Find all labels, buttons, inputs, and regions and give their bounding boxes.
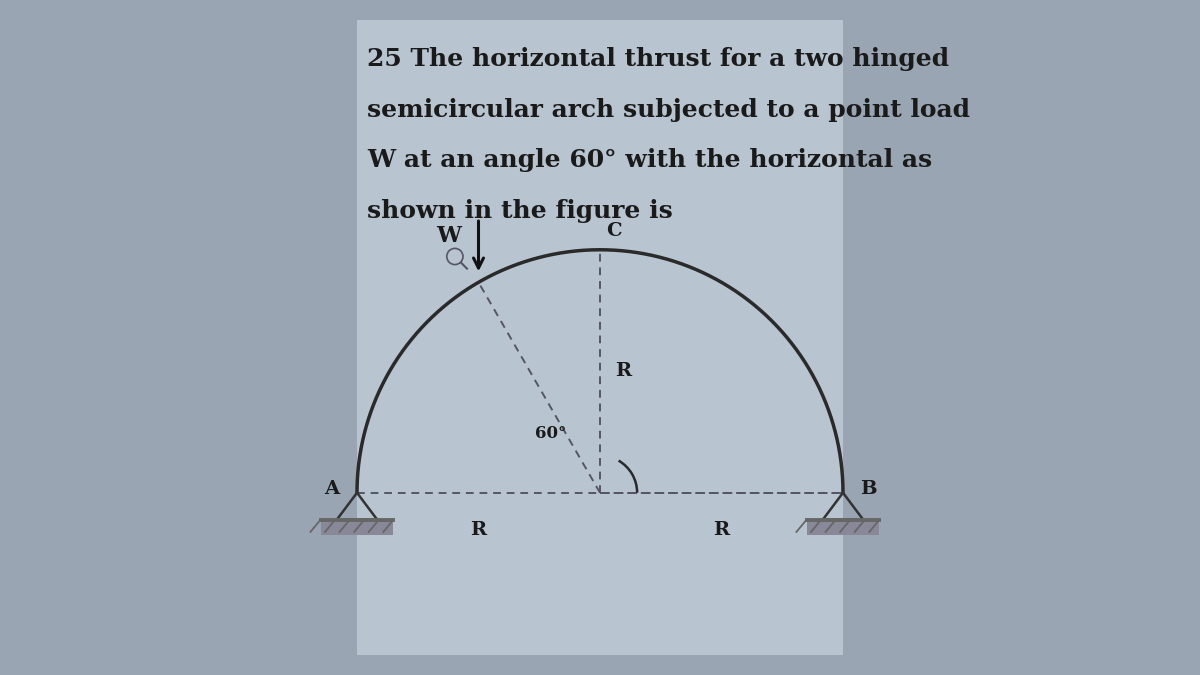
Text: B: B <box>860 481 877 498</box>
Text: R: R <box>614 362 631 380</box>
Text: W at an angle 60° with the horizontal as: W at an angle 60° with the horizontal as <box>367 148 932 173</box>
Text: W: W <box>436 225 461 247</box>
Text: 25 The horizontal thrust for a two hinged: 25 The horizontal thrust for a two hinge… <box>367 47 949 72</box>
Text: R: R <box>470 521 486 539</box>
Bar <box>320 520 394 535</box>
Text: R: R <box>714 521 730 539</box>
Text: semicircular arch subjected to a point load: semicircular arch subjected to a point l… <box>367 98 970 122</box>
Text: 60°: 60° <box>535 425 566 442</box>
Bar <box>358 20 842 655</box>
Bar <box>806 520 880 535</box>
Text: shown in the figure is: shown in the figure is <box>367 199 673 223</box>
Text: A: A <box>324 481 338 498</box>
Text: C: C <box>606 222 622 240</box>
